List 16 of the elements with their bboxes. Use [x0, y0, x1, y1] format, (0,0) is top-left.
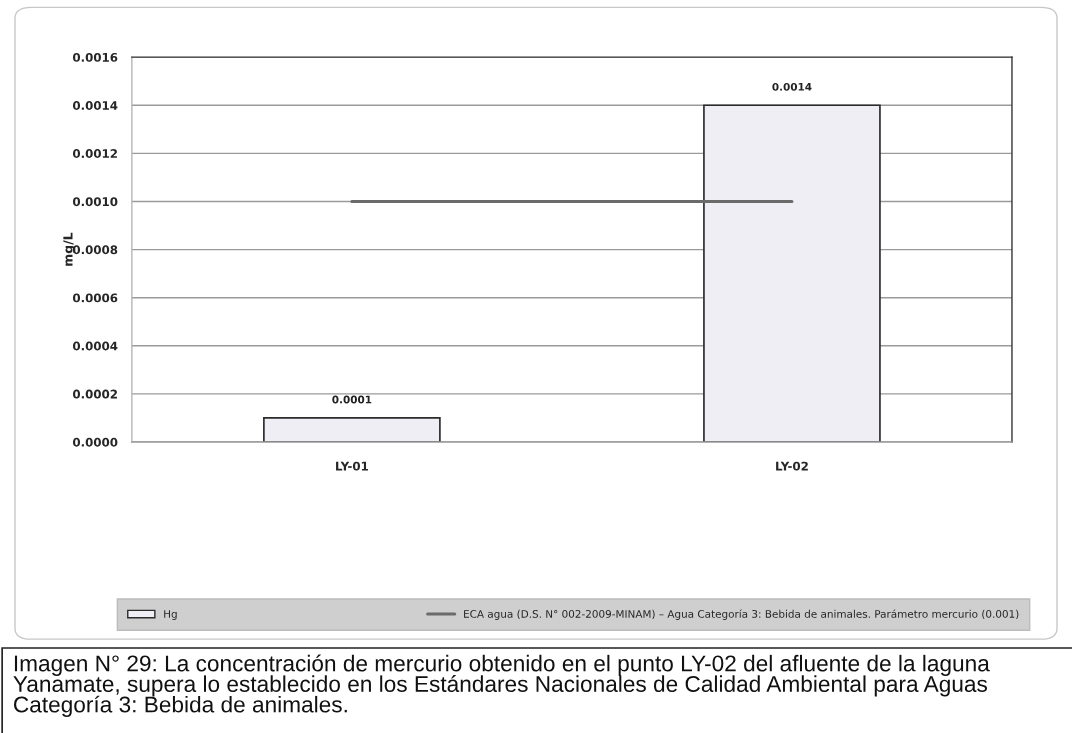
y-tick-label: 0.0010 [72, 197, 118, 207]
y-tick-label: 0.0006 [72, 293, 118, 303]
y-tick-label: 0.0002 [72, 389, 117, 399]
y-tick-label: 0.0016 [72, 52, 118, 62]
y-tick-label: 0.0008 [72, 245, 118, 255]
x-tick-label: LY-02 [776, 461, 808, 471]
y-tick-label: 0.0000 [72, 437, 118, 447]
legend-label: ECA agua (D.S. N° 002-2009-MINAM) – Agua Categoría 3: Bebida de animales. Parámetro mercurio (0.001) [464, 609, 1019, 620]
data-label: 0.0014 [772, 82, 812, 91]
text: Imagen N° 29: La concentración de mercurio obtenido en el punto LY-02 del afluente de la laguna Yanamate, supera lo establecido en los Estándares Nacionales de Calidad Ambiental para Aguas Categoría 3: Bebida de animales. [13, 654, 990, 718]
y-tick-label: 0.0004 [72, 341, 118, 351]
y-tick-label: 0.0014 [72, 101, 118, 110]
x-tick-label: LY-01 [336, 461, 368, 471]
legend-label: Hg [164, 610, 177, 620]
data-label: 0.0001 [332, 395, 372, 404]
y-tick-label: 0.0012 [72, 149, 117, 159]
